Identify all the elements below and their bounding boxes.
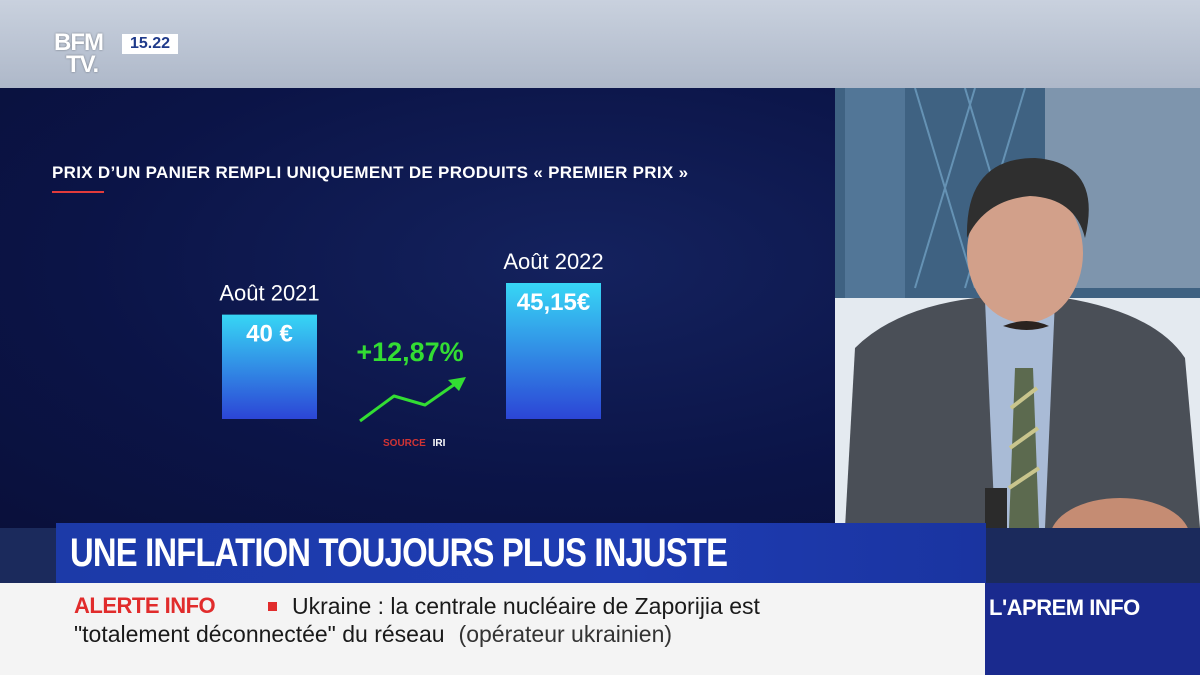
studio-presenter-video [835,88,1200,528]
bar-1 [222,314,317,419]
source-note: SOURCE IRI [383,438,445,449]
headline: UNE INFLATION TOUJOURS PLUS INJUSTE [70,531,728,575]
change-label: +12,87% [356,337,463,367]
bar-value-label-2: 45,15€ [517,289,590,316]
trend-arrow-icon [359,377,466,423]
channel-logo: BFM TV. [54,29,116,78]
headline-bar: UNE INFLATION TOUJOURS PLUS INJUSTE [56,523,986,583]
clock: 15.22 [122,34,179,54]
chart-panel: PRIX D’UN PANIER REMPLI UNIQUEMENT DE PR… [0,88,835,528]
program-name: L'APREM INFO [989,595,1140,620]
presenter-image [835,88,1200,528]
bar-value-label-1: 40 € [246,321,293,348]
source-value: IRI [432,438,446,449]
logo-line2: TV. [66,51,99,78]
category-label-1: Août 2021 [219,281,319,306]
top-bar: BFM TV. 15.22 [0,0,1200,88]
bar-2 [506,282,601,419]
chart-title: PRIX D’UN PANIER REMPLI UNIQUEMENT DE PR… [52,163,689,182]
program-box: L'APREM INFO [985,583,1200,675]
ticker-line2: "totalement déconnectée" du réseau (opéra… [74,621,672,648]
title-underline [52,191,104,193]
news-ticker: ALERTE INFO Ukraine : la centrale nucléa… [0,583,985,675]
alert-label: ALERTE INFO [74,593,216,618]
category-label-2: Août 2022 [503,249,603,274]
ticker-line2-text: "totalement déconnectée" du réseau [74,621,445,647]
logo-line1: BFM [54,29,104,56]
ticker-line1: Ukraine : la centrale nucléaire de Zapor… [292,593,760,619]
source-label: SOURCE [383,438,426,449]
ticker-source: (opérateur ukrainien) [458,621,673,647]
bar-chart: 40 € Août 2021 45,15€ Août 2022 +12,87% [219,249,604,423]
alert-square-icon [268,602,277,611]
